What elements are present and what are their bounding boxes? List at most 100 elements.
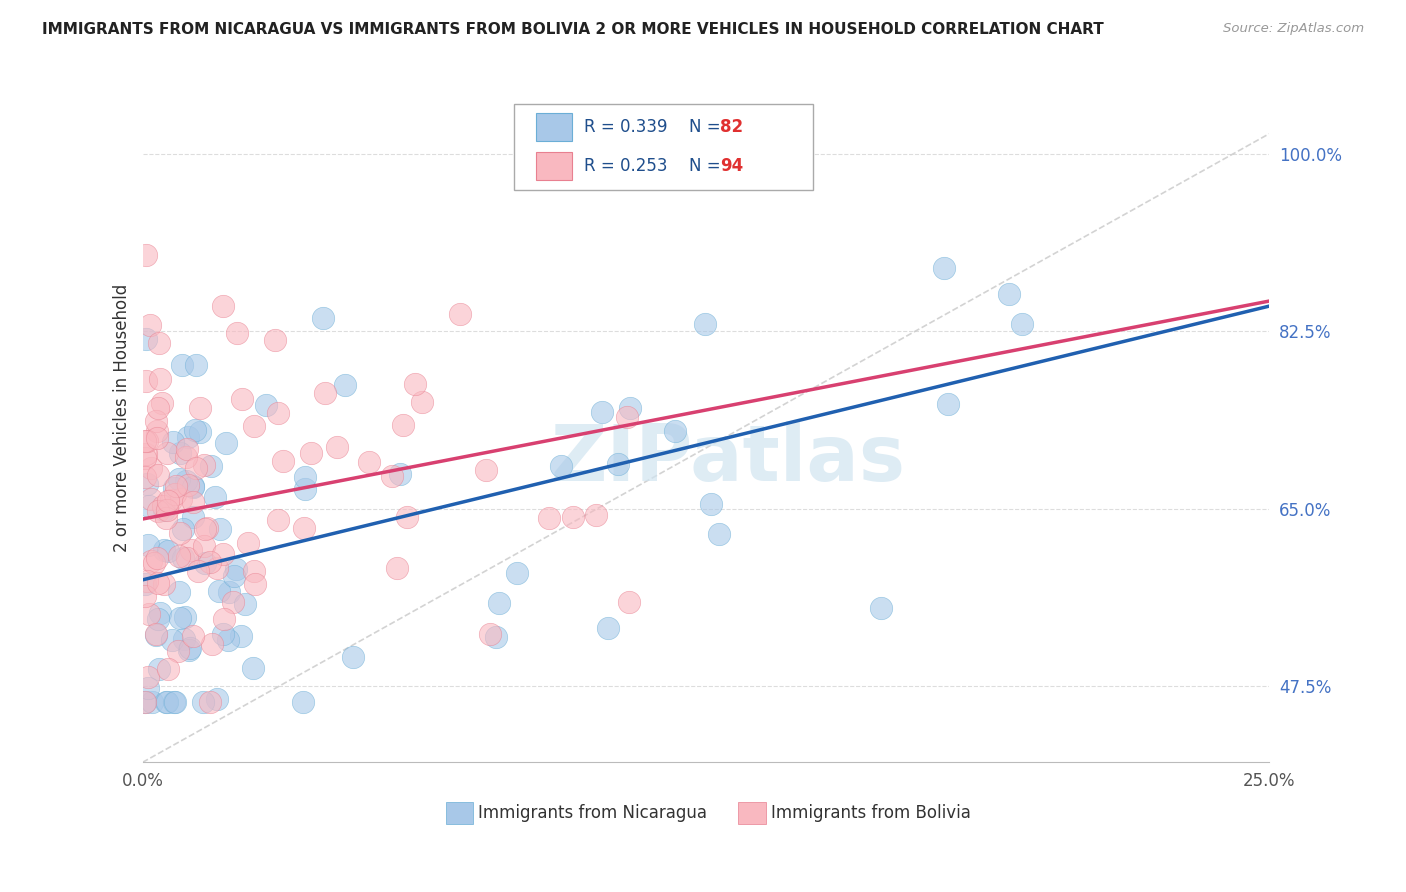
Point [233, 597, 256, 611]
Point [187, 564, 209, 578]
Point [404, 377, 426, 392]
Point [217, 632, 239, 647]
Point [225, 326, 247, 340]
Point [181, 510, 204, 524]
Text: R = 0.253: R = 0.253 [583, 157, 668, 175]
Point [167, 585, 190, 599]
Point [135, 446, 157, 460]
Point [188, 425, 211, 439]
Point [291, 694, 314, 708]
Point [181, 495, 204, 509]
Text: Immigrants from Bolivia: Immigrants from Bolivia [770, 804, 972, 822]
Point [159, 493, 181, 508]
Point [294, 470, 316, 484]
Point [156, 543, 179, 558]
Point [167, 472, 190, 486]
Point [170, 491, 193, 506]
Point [146, 424, 169, 438]
Point [145, 628, 167, 642]
Point [181, 629, 204, 643]
Point [148, 401, 170, 416]
Point [693, 317, 716, 331]
Point [209, 523, 232, 537]
Point [222, 569, 245, 583]
Point [479, 627, 502, 641]
Point [193, 539, 215, 553]
Point [163, 694, 186, 708]
Point [562, 510, 585, 524]
Point [156, 694, 179, 708]
Point [172, 522, 194, 536]
Point [266, 513, 288, 527]
Point [152, 503, 174, 517]
Point [709, 527, 731, 541]
Text: IMMIGRANTS FROM NICARAGUA VS IMMIGRANTS FROM BOLIVIA 2 OR MORE VEHICLES IN HOUSE: IMMIGRANTS FROM NICARAGUA VS IMMIGRANTS … [42, 22, 1104, 37]
Point [157, 494, 180, 508]
Point [135, 248, 157, 262]
Point [148, 335, 170, 350]
Point [134, 694, 156, 708]
Point [585, 508, 607, 522]
Text: Source: ZipAtlas.com: Source: ZipAtlas.com [1223, 22, 1364, 36]
Point [152, 577, 174, 591]
Point [136, 670, 159, 684]
Point [153, 542, 176, 557]
Point [136, 681, 159, 695]
Point [387, 561, 409, 575]
Point [180, 543, 202, 558]
Point [194, 522, 217, 536]
Point [619, 595, 641, 609]
Point [170, 359, 193, 373]
Point [411, 395, 433, 409]
Point [135, 374, 157, 388]
Point [146, 575, 169, 590]
Point [195, 521, 218, 535]
Point [932, 260, 955, 275]
FancyBboxPatch shape [536, 113, 572, 141]
Point [179, 643, 201, 657]
Point [243, 577, 266, 591]
Point [167, 549, 190, 563]
Point [135, 434, 157, 449]
Point [163, 694, 186, 708]
Point [169, 526, 191, 541]
Point [936, 397, 959, 411]
Point [152, 500, 174, 514]
Point [198, 555, 221, 569]
Point [146, 612, 169, 626]
Point [299, 446, 322, 460]
Point [146, 504, 169, 518]
Point [242, 661, 264, 675]
Point [263, 333, 285, 347]
Point [359, 455, 381, 469]
Point [139, 460, 162, 475]
Point [172, 551, 194, 566]
Point [165, 487, 187, 501]
Point [475, 462, 498, 476]
Point [312, 311, 335, 326]
Point [207, 692, 229, 706]
FancyBboxPatch shape [738, 802, 765, 823]
Point [218, 585, 240, 599]
Point [292, 521, 315, 535]
Point [225, 561, 247, 575]
Point [208, 584, 231, 599]
Point [134, 694, 156, 708]
Point [395, 509, 418, 524]
Point [174, 610, 197, 624]
Point [596, 621, 619, 635]
Point [181, 479, 204, 493]
Point [150, 396, 173, 410]
Point [537, 511, 560, 525]
Point [212, 612, 235, 626]
Point [212, 626, 235, 640]
FancyBboxPatch shape [446, 802, 472, 823]
Point [449, 307, 471, 321]
Point [167, 644, 190, 658]
Point [134, 470, 156, 484]
Point [870, 601, 893, 615]
Point [149, 607, 172, 621]
Point [186, 359, 208, 373]
Point [134, 589, 156, 603]
Point [294, 482, 316, 496]
